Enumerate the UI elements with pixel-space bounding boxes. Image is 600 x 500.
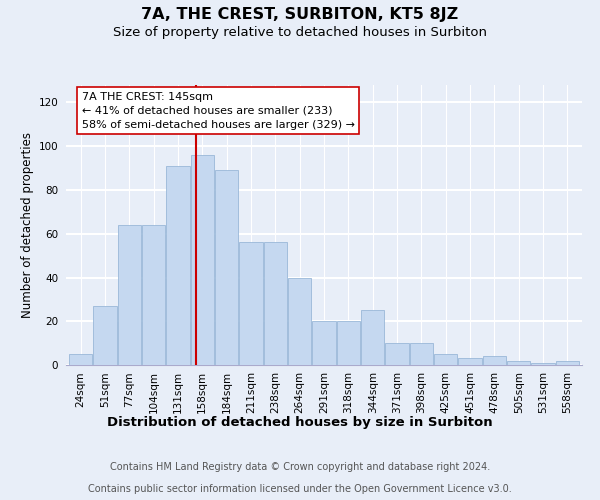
Text: Size of property relative to detached houses in Surbiton: Size of property relative to detached ho… — [113, 26, 487, 39]
Bar — [556, 360, 579, 365]
Bar — [410, 343, 433, 365]
Bar — [288, 278, 311, 365]
Bar — [142, 225, 165, 365]
Bar — [313, 322, 335, 365]
Bar — [507, 360, 530, 365]
Bar — [264, 242, 287, 365]
Bar — [94, 306, 116, 365]
Text: Contains public sector information licensed under the Open Government Licence v3: Contains public sector information licen… — [88, 484, 512, 494]
Bar — [166, 166, 190, 365]
Bar — [337, 322, 360, 365]
Bar — [434, 354, 457, 365]
Bar — [532, 363, 554, 365]
Bar — [385, 343, 409, 365]
Bar — [191, 155, 214, 365]
Bar — [483, 356, 506, 365]
Text: 7A, THE CREST, SURBITON, KT5 8JZ: 7A, THE CREST, SURBITON, KT5 8JZ — [142, 8, 458, 22]
Bar — [361, 310, 384, 365]
Bar — [239, 242, 263, 365]
Text: 7A THE CREST: 145sqm
← 41% of detached houses are smaller (233)
58% of semi-deta: 7A THE CREST: 145sqm ← 41% of detached h… — [82, 92, 355, 130]
Y-axis label: Number of detached properties: Number of detached properties — [22, 132, 34, 318]
Text: Contains HM Land Registry data © Crown copyright and database right 2024.: Contains HM Land Registry data © Crown c… — [110, 462, 490, 472]
Bar — [69, 354, 92, 365]
Bar — [118, 225, 141, 365]
Text: Distribution of detached houses by size in Surbiton: Distribution of detached houses by size … — [107, 416, 493, 429]
Bar — [215, 170, 238, 365]
Bar — [458, 358, 482, 365]
